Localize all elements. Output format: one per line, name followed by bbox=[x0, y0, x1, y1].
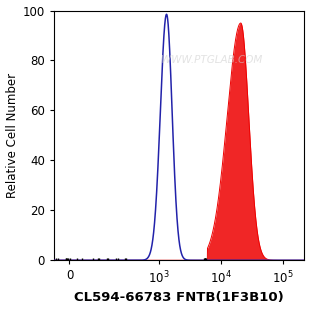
Y-axis label: Relative Cell Number: Relative Cell Number bbox=[6, 73, 19, 198]
Text: WWW.PTGLAB.COM: WWW.PTGLAB.COM bbox=[161, 55, 263, 65]
X-axis label: CL594-66783 FNTB(1F3B10): CL594-66783 FNTB(1F3B10) bbox=[74, 291, 284, 304]
